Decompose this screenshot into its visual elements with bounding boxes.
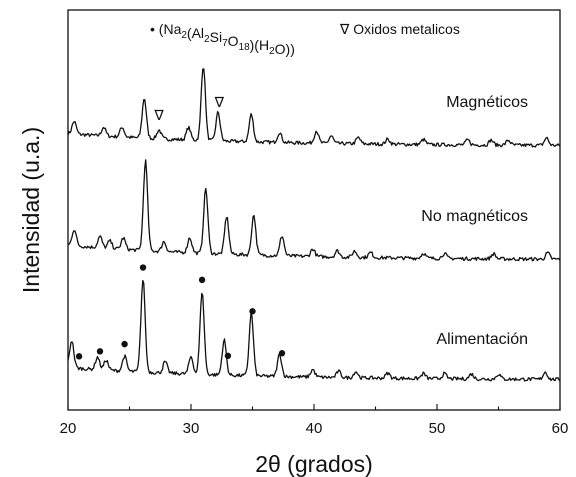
legend-entry-zeolite: • (Na2(Al2Si7O18)(H2O)) bbox=[150, 21, 295, 57]
oxide-peak-marker: ∇ bbox=[214, 94, 225, 110]
series-line bbox=[67, 68, 561, 148]
x-tick-label: 20 bbox=[60, 420, 77, 437]
x-tick-label: 50 bbox=[429, 420, 446, 437]
series-line bbox=[67, 159, 561, 262]
x-tick-label: 40 bbox=[306, 420, 323, 437]
zeolite-peak-marker bbox=[75, 353, 83, 360]
zeolite-peak-marker bbox=[139, 264, 147, 271]
x-axis-title: 2θ (grados) bbox=[255, 451, 373, 477]
zeolite-peak-marker bbox=[249, 308, 256, 315]
legend-entry-oxides: ∇ Oxidos metalicos bbox=[339, 21, 460, 37]
zeolite-peak-marker bbox=[278, 350, 286, 357]
oxide-peak-marker: ∇ bbox=[153, 107, 164, 123]
zeolite-peak-marker bbox=[96, 348, 104, 355]
x-tick-label: 60 bbox=[552, 420, 569, 437]
plot-series: ∇ ∇ Magnéticos No magnéticos Alimentación bbox=[67, 68, 561, 382]
series-label: Alimentación bbox=[436, 331, 528, 348]
zeolite-peak-marker bbox=[224, 352, 232, 360]
series-label: Magnéticos bbox=[446, 94, 528, 111]
x-tick-label: 30 bbox=[183, 420, 200, 437]
x-axis-ticks: 20 30 40 50 60 bbox=[60, 404, 569, 437]
y-axis-title: Intensidad (u.a.) bbox=[18, 127, 44, 293]
zeolite-peak-marker bbox=[121, 340, 128, 348]
zeolite-peak-marker bbox=[198, 276, 206, 284]
series-label: No magnéticos bbox=[421, 208, 528, 225]
series-line bbox=[67, 279, 561, 382]
